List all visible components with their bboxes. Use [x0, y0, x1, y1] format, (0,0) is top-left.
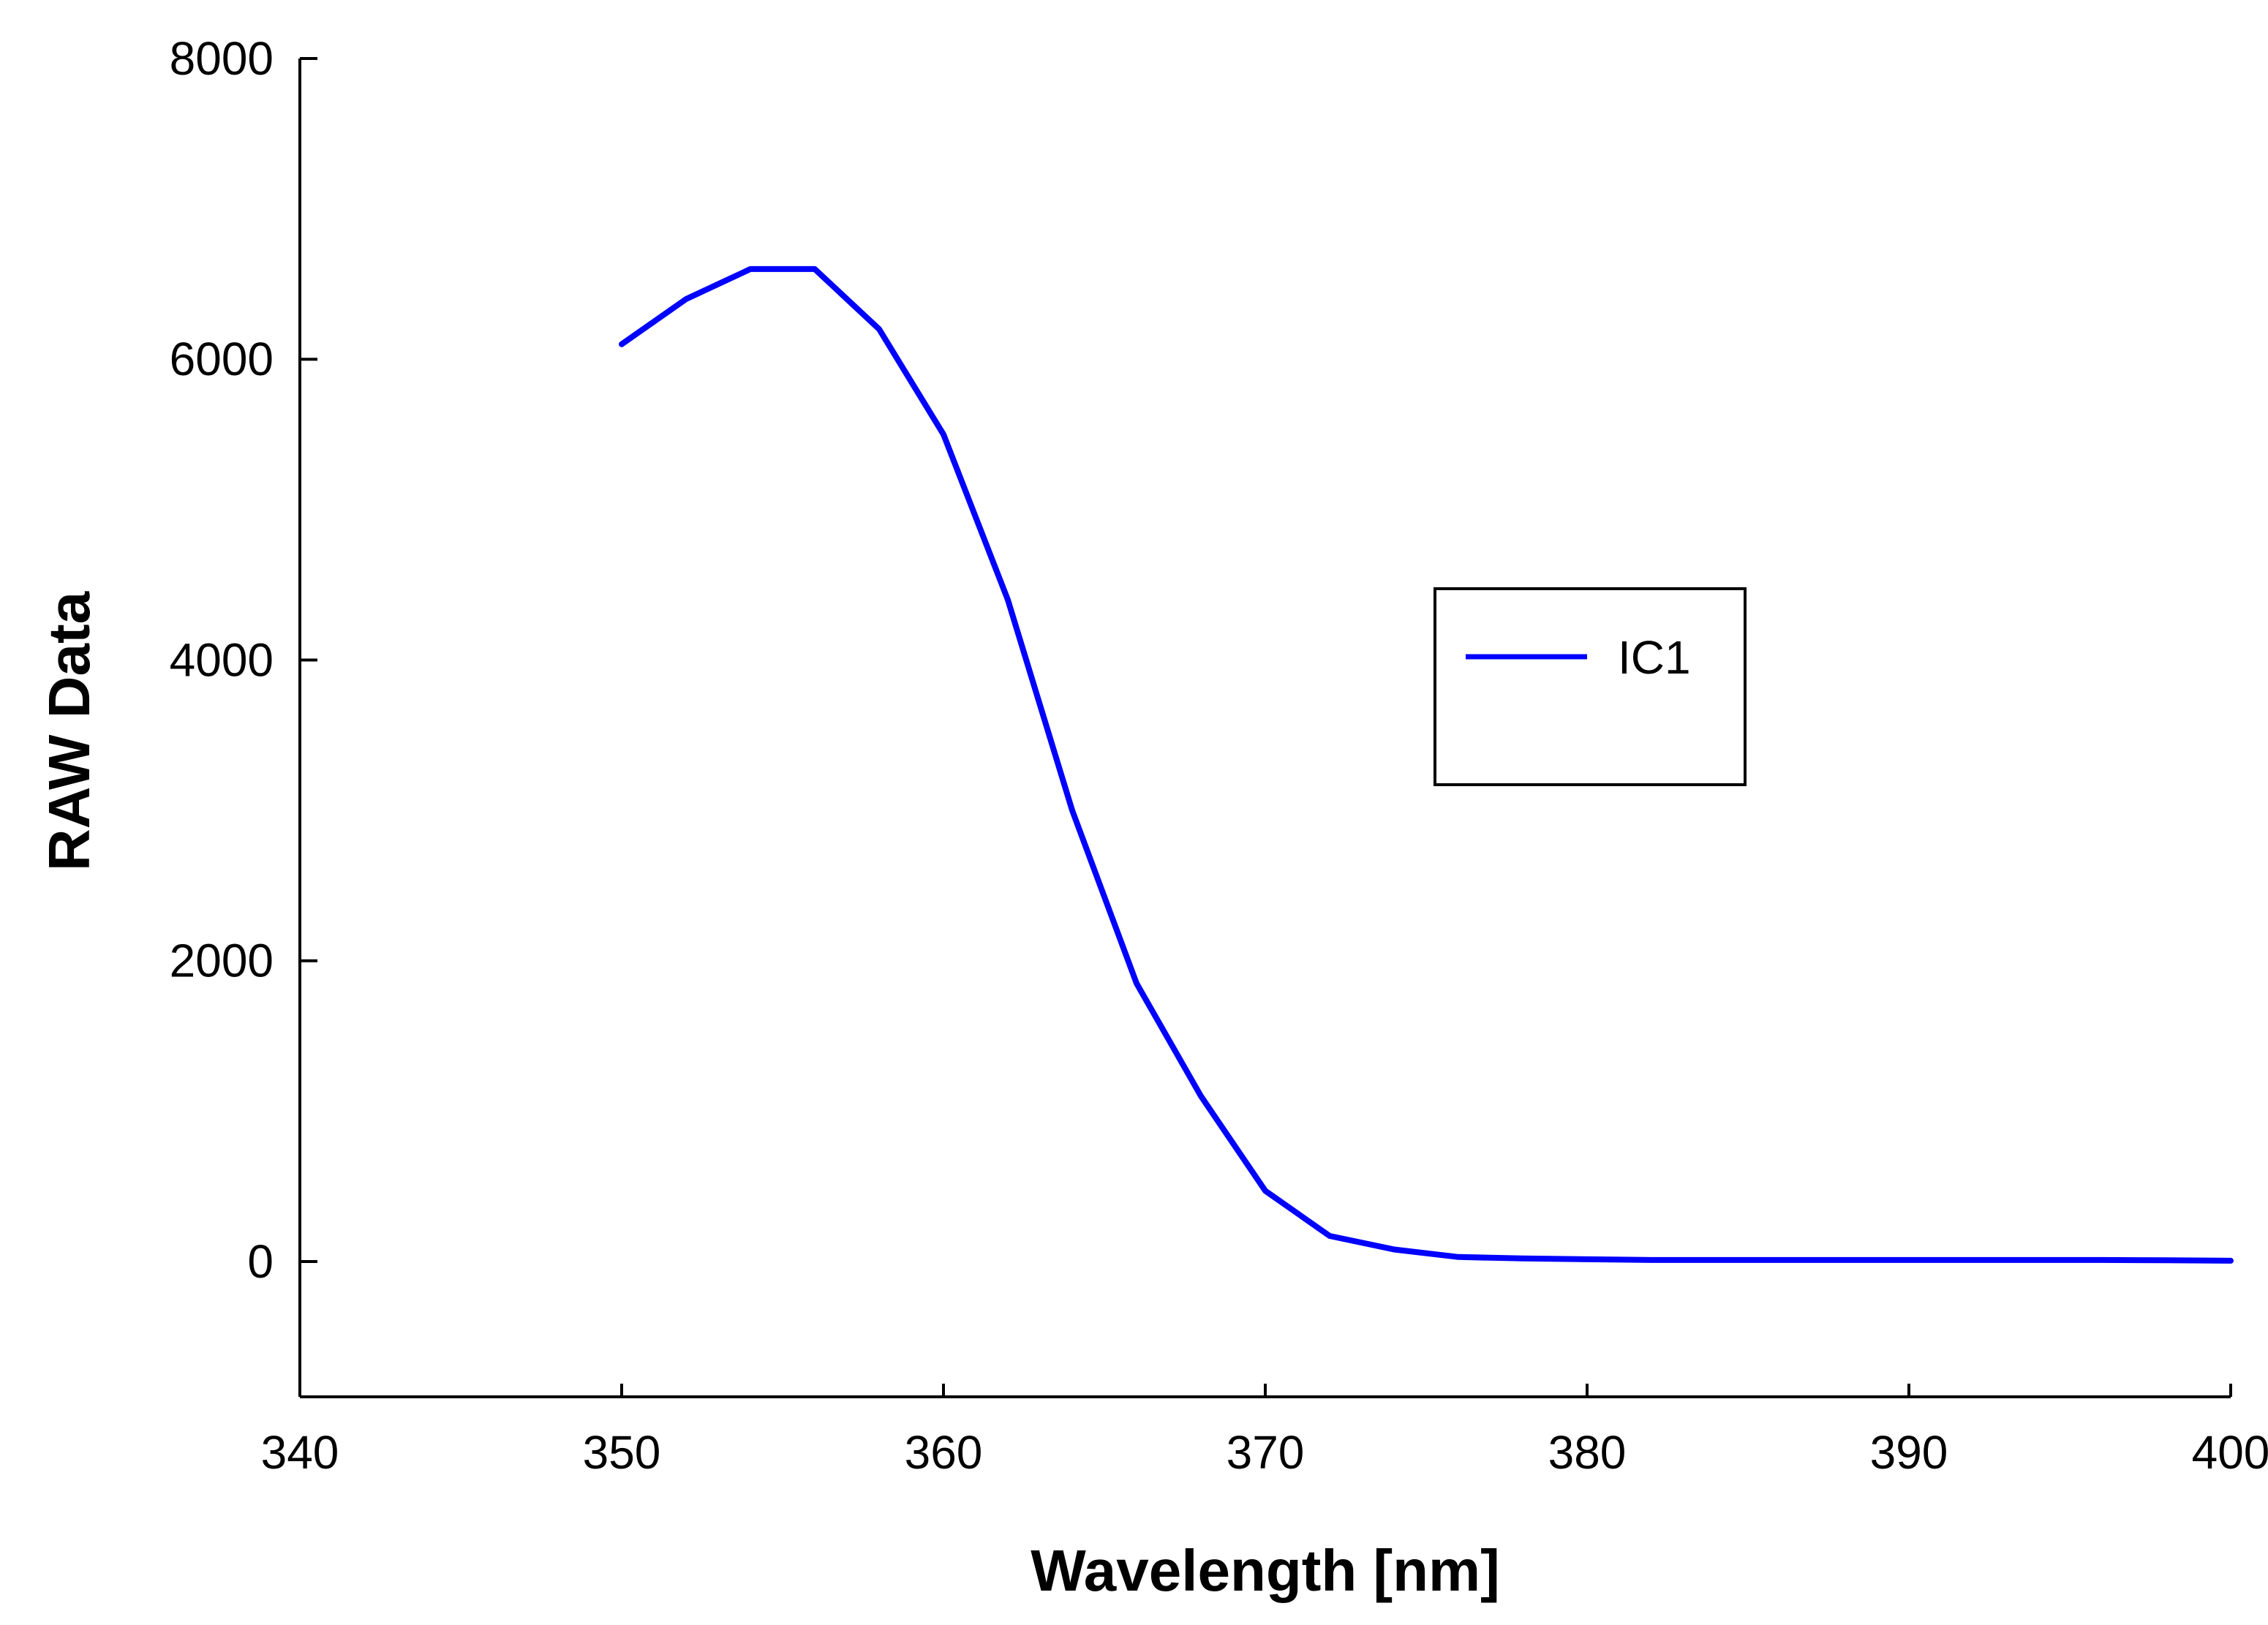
series-line-ic1 — [619, 265, 2234, 1264]
y-tick-label: 6000 — [170, 333, 274, 385]
legend-box — [1433, 587, 1747, 786]
x-tick-label: 350 — [583, 1426, 661, 1479]
x-tick-label: 400 — [2192, 1426, 2268, 1479]
axes — [298, 59, 2231, 1398]
plot-series — [619, 265, 2234, 1264]
x-tick-label: 380 — [1548, 1426, 1627, 1479]
x-tick-label: 360 — [905, 1426, 983, 1479]
y-axis-title: RAW Data — [37, 591, 102, 871]
y-tick-label: 8000 — [170, 32, 274, 85]
x-tick-label: 340 — [261, 1426, 339, 1479]
x-ticks: 340 350 360 370 380 390 400 — [261, 1384, 2268, 1479]
x-tick-label: 370 — [1227, 1426, 1305, 1479]
legend-label-ic1: IC1 — [1618, 631, 1691, 684]
x-axis-title: Wavelength [nm] — [1031, 1538, 1499, 1603]
y-tick-label: 2000 — [170, 935, 274, 987]
y-tick-label: 0 — [247, 1235, 274, 1288]
x-tick-label: 390 — [1870, 1426, 1948, 1479]
legend: IC1 — [1433, 587, 1747, 786]
y-tick-label: 4000 — [170, 633, 274, 686]
y-ticks: 0 2000 4000 6000 8000 — [170, 32, 317, 1288]
